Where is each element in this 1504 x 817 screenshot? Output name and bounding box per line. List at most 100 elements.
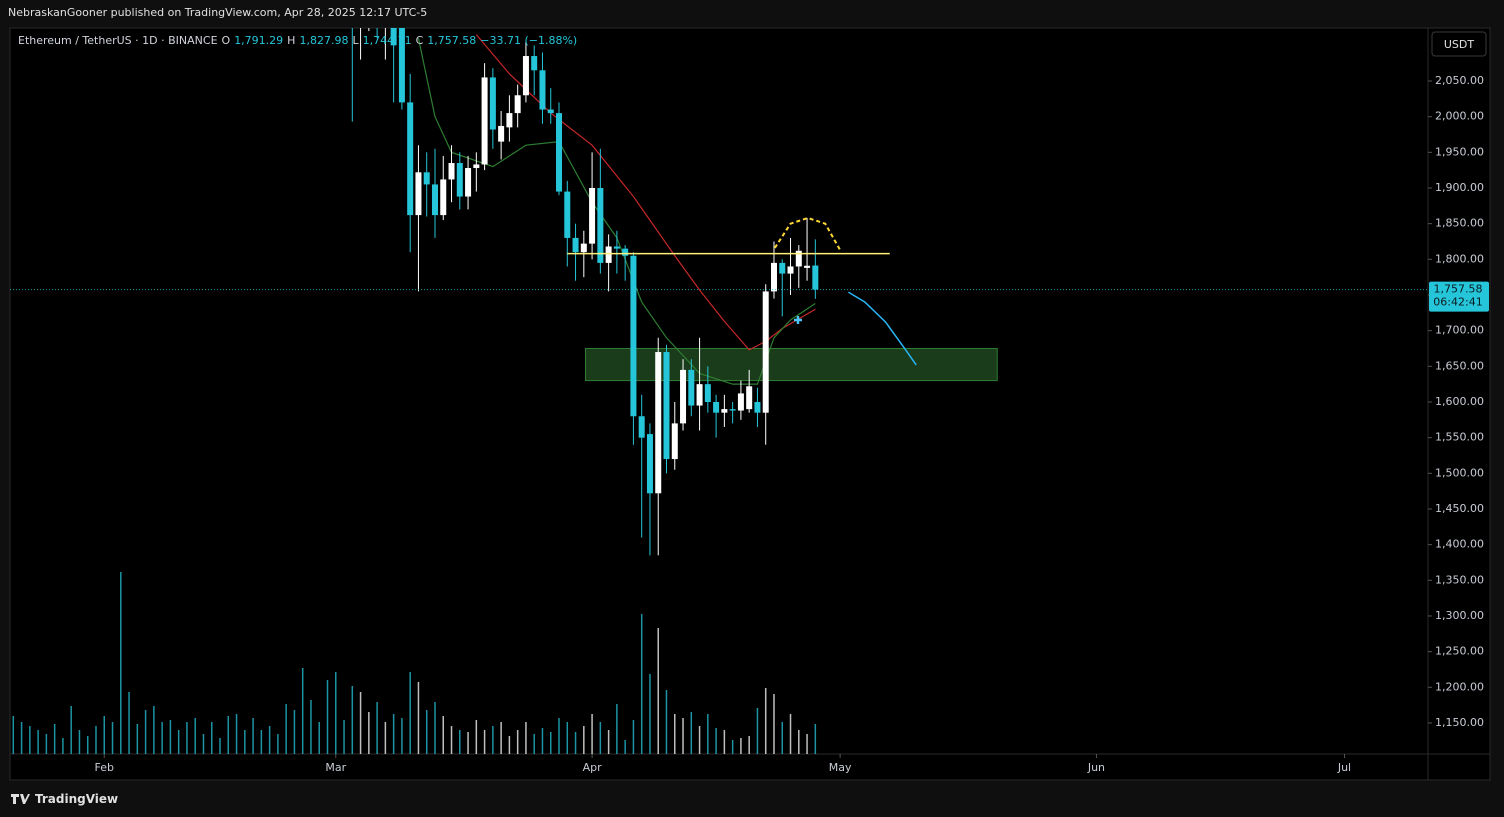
volume-bar [62,738,64,754]
volume-bar [401,718,403,754]
volume-bar [682,718,684,754]
candle-body [630,255,637,417]
low-value: 1,744.71 [362,34,412,47]
candle-body [539,70,546,110]
volume-bar [37,730,39,754]
candle-body [366,0,372,3]
volume-bar [343,720,345,754]
y-tick-label: 1,550.00 [1435,431,1484,444]
projection-path [848,291,917,366]
y-tick-label: 1,300.00 [1435,609,1484,622]
volume-bar [773,694,775,754]
volume-bar [649,674,651,754]
volume-bar [467,732,469,754]
volume-bar [95,726,97,754]
volume-bar [326,680,329,754]
y-tick-label: 1,150.00 [1435,716,1484,729]
candle-body [358,3,364,17]
volume-bar [29,726,31,754]
volume-bar [690,712,693,754]
volume-bar [450,726,453,754]
volume-bar [144,710,147,754]
volume-bar [285,704,287,754]
h-label: H [287,34,296,47]
volume-bar [674,714,676,754]
y-tick-label: 1,500.00 [1435,466,1484,479]
volume-bar [814,724,817,754]
candle-body [431,184,438,216]
volume-bar [566,722,569,754]
candle-body [688,369,695,406]
candle-body [448,163,455,180]
volume-bar [806,734,808,754]
volume-bar [525,722,527,754]
volume-bar [310,700,312,754]
candle-body [547,109,554,114]
l-label: L [352,34,359,47]
candle-body [779,262,786,274]
plot-area [12,0,998,754]
candle-body [522,56,529,96]
volume-bar [624,740,626,754]
volume-bar [417,682,420,754]
x-tick-label: Apr [583,761,603,774]
candle-body [746,386,753,410]
currency[interactable]: USDT [1444,38,1475,51]
volume-bar [194,718,196,754]
candle-body [514,95,521,114]
candle-body [754,401,761,413]
candle-body [556,113,563,192]
candle-body [564,191,571,238]
volume-bar [665,690,668,754]
x-tick-label: May [829,761,852,774]
candle-body [489,77,496,130]
y-tick-label: 1,450.00 [1435,502,1484,515]
candle-body [605,246,612,263]
volume-bar [549,732,552,754]
candle-body [531,56,538,71]
volume-bar [591,714,593,754]
x-tick-label: Feb [95,761,114,774]
candle-body [680,369,687,424]
volume-bar [293,710,296,754]
volume-bar [120,572,122,754]
volume-bar [169,720,172,754]
candle-body [390,28,397,46]
price-label: 1,757.58 [1434,283,1483,296]
y-tick-label: 1,650.00 [1435,359,1484,372]
volume-bar [252,718,254,754]
volume-bar [723,730,726,754]
candle-body [762,291,769,413]
volume-bar [376,702,378,754]
candle-body [589,187,596,244]
currency-button[interactable] [1431,31,1487,57]
candle-body [804,265,811,268]
candle-body [729,409,736,411]
volume-bar [756,708,759,754]
volume-bar [301,668,304,754]
publisher-line: NebraskanGooner published on TradingView… [8,6,428,19]
candle-body [721,409,728,413]
candle-body [613,246,620,249]
volume-bar [574,732,577,754]
volume-bar [318,722,320,754]
logo [11,794,30,804]
footer: TradingView [10,792,118,806]
price-label-box [1429,281,1489,312]
c-label: C [415,34,424,47]
volume-bar [715,728,717,754]
candle-body [704,384,711,402]
candle-body [572,237,579,253]
candle-body [696,384,703,406]
y-tick-label: 1,200.00 [1435,680,1484,693]
volume-bar [583,726,585,754]
y-tick-label: 1,350.00 [1435,573,1484,586]
brand: TradingView [35,792,119,806]
volume-bar [740,738,742,754]
volume-bar [86,736,89,754]
volume-bar [425,710,428,754]
volume-bar [20,722,23,754]
volume-bar [235,714,238,754]
